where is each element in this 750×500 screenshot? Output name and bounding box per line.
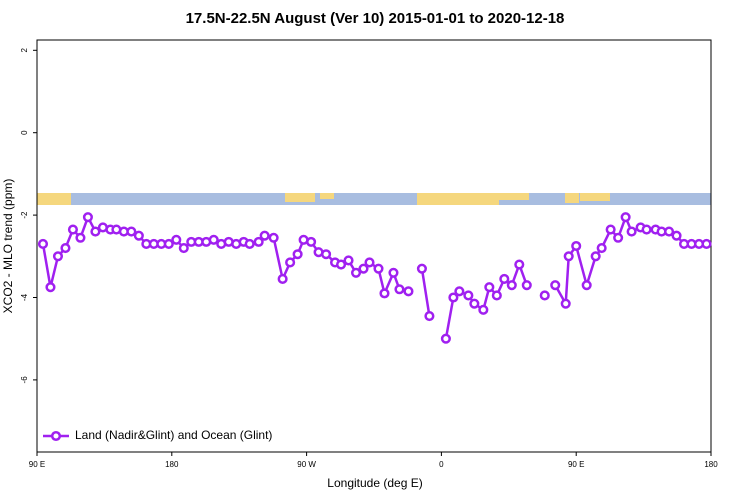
data-point xyxy=(590,251,601,262)
data-point xyxy=(506,280,517,291)
data-point xyxy=(539,290,550,301)
data-point xyxy=(491,290,502,301)
data-point xyxy=(620,212,631,223)
data-point xyxy=(163,238,174,249)
data-point xyxy=(306,236,317,247)
data-point xyxy=(350,267,362,278)
y-tick-label: 0 xyxy=(20,130,29,135)
data-point xyxy=(403,286,414,297)
data-point xyxy=(499,273,510,285)
data-point xyxy=(550,280,561,291)
y-tick-label: -2 xyxy=(20,211,29,219)
data-point xyxy=(664,226,675,237)
data-point xyxy=(82,212,93,223)
data-point xyxy=(208,234,219,245)
data-point xyxy=(563,251,574,262)
data-point xyxy=(701,238,712,249)
data-point xyxy=(454,286,465,297)
data-point xyxy=(335,259,347,270)
data-point xyxy=(416,263,427,274)
data-point xyxy=(259,230,270,241)
data-point xyxy=(253,236,264,247)
chart-title: 17.5N-22.5N August (Ver 10) 2015-01-01 t… xyxy=(186,10,565,27)
data-point xyxy=(671,230,682,241)
data-point xyxy=(277,273,288,285)
data-point xyxy=(67,224,78,235)
data-point xyxy=(37,238,49,249)
data-point xyxy=(321,249,332,260)
legend-label: Land (Nadir&Glint) and Ocean (Glint) xyxy=(75,428,272,442)
data-point xyxy=(178,243,189,254)
data-point xyxy=(581,280,592,291)
data-point xyxy=(613,232,624,243)
data-point xyxy=(285,257,296,268)
y-tick-label: -4 xyxy=(20,293,29,301)
data-point xyxy=(45,282,56,293)
data-point xyxy=(521,280,532,291)
data-point xyxy=(571,240,582,252)
y-tick-label: 2 xyxy=(20,48,29,53)
data-point xyxy=(90,226,101,237)
x-tick-label: 90 E xyxy=(29,460,45,469)
data-point xyxy=(52,251,64,262)
data-point xyxy=(171,234,182,245)
data-point xyxy=(126,226,137,237)
legend-marker xyxy=(50,430,62,442)
x-tick-label: 180 xyxy=(165,460,179,469)
data-point xyxy=(388,267,399,278)
data-point xyxy=(514,259,525,270)
y-axis-label: XCO2 - MLO trend (ppm) xyxy=(1,179,15,314)
x-tick-label: 90 E xyxy=(568,460,584,469)
data-point xyxy=(560,298,571,309)
data-point xyxy=(469,298,480,309)
plot-frame xyxy=(36,39,712,453)
x-tick-label: 0 xyxy=(439,460,444,469)
x-tick-label: 180 xyxy=(704,460,718,469)
x-axis-label: Longitude (deg E) xyxy=(327,476,422,490)
data-point xyxy=(379,288,390,299)
x-tick-label: 90 W xyxy=(297,460,316,469)
data-point xyxy=(478,304,489,315)
data-point xyxy=(641,224,652,235)
data-point xyxy=(292,249,303,260)
data-point xyxy=(60,243,71,254)
data-point xyxy=(244,238,255,249)
data-point xyxy=(358,263,369,274)
data-point xyxy=(394,284,405,295)
data-point xyxy=(424,310,435,322)
data-point xyxy=(440,333,451,344)
data-point xyxy=(463,290,474,301)
land-ocean-strip xyxy=(37,193,711,205)
data-point xyxy=(343,255,354,266)
data-point xyxy=(373,263,384,274)
data-point xyxy=(75,232,86,243)
data-point xyxy=(448,292,459,303)
data-point xyxy=(133,230,144,241)
y-tick-label: -6 xyxy=(20,376,29,384)
data-point xyxy=(605,224,616,235)
data-point xyxy=(268,232,279,243)
data-point xyxy=(364,257,375,268)
data-point xyxy=(626,226,637,237)
data-point xyxy=(596,243,607,254)
data-point xyxy=(484,282,495,293)
